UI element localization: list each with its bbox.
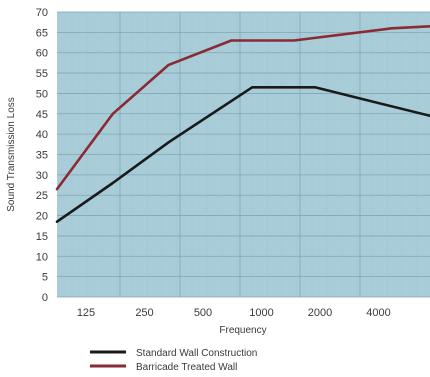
legend-label-barricade-wall: Barricade Treated Wall [136,362,237,373]
y-tick-label: 30 [36,170,48,182]
y-tick-label: 10 [36,251,48,263]
x-axis-title: Frequency [219,325,266,336]
y-tick-label: 65 [36,27,48,39]
y-tick-label: 5 [42,272,48,284]
x-tick-label: 1000 [249,307,273,319]
y-tick-label: 70 [36,7,48,19]
y-tick-label: 15 [36,231,48,243]
x-tick-label: 500 [194,307,212,319]
x-tick-label: 250 [135,307,153,319]
y-tick-label: 35 [36,150,48,162]
y-axis-title: Sound Transmission Loss [6,97,17,212]
legend-label-standard-wall: Standard Wall Construction [136,348,257,359]
y-tick-label: 0 [42,292,48,304]
x-axis-tick-labels: 125 250 500 1000 2000 4000 [77,307,391,319]
y-tick-label: 25 [36,190,48,202]
y-tick-label: 40 [36,129,48,141]
series-lines [55,24,430,223]
legend: Standard Wall Construction Barricade Tre… [90,348,257,373]
y-tick-label: 60 [36,48,48,60]
x-tick-label: 4000 [366,307,390,319]
y-tick-label: 55 [36,68,48,80]
y-tick-label: 45 [36,109,48,121]
y-tick-label: 50 [36,88,48,100]
y-tick-label: 20 [36,211,48,223]
y-axis-tick-labels: 0 5 10 15 20 25 30 35 40 45 50 55 60 65 70 [36,7,48,304]
x-tick-label: 2000 [308,307,332,319]
series-line-standard-wall [55,86,430,223]
x-tick-label: 125 [77,307,95,319]
series-line-barricade-wall [55,24,430,191]
